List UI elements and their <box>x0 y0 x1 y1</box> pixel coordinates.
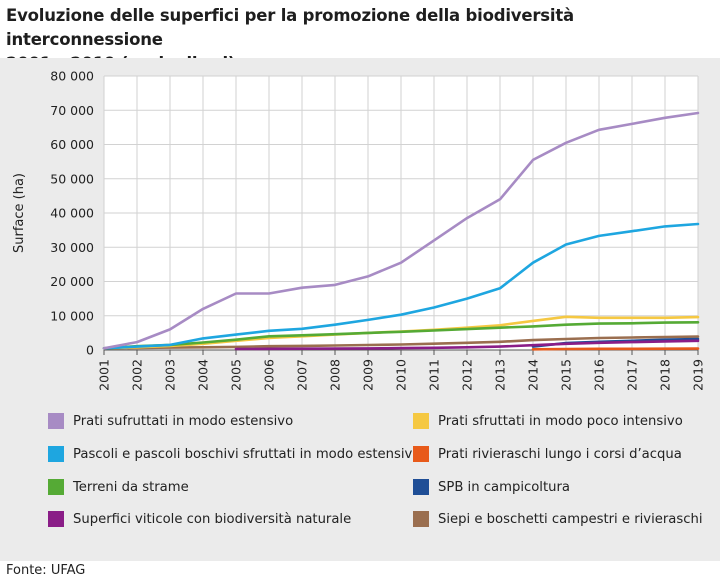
y-tick-label: 70 000 <box>50 103 94 118</box>
x-tick-label: 2005 <box>229 359 244 391</box>
x-tick-label: 2018 <box>658 359 673 391</box>
x-tick-label: 2017 <box>625 359 640 391</box>
x-tick-label: 2010 <box>394 359 409 391</box>
x-tick-label: 2001 <box>97 359 112 391</box>
legend-label: Prati rivieraschi lungo i corsi d’acqua <box>438 446 682 462</box>
legend-swatch <box>413 446 429 462</box>
legend: Prati sufruttati in modo estensivo Pasco… <box>0 58 720 561</box>
legend-item-prati-rivieraschi: Prati rivieraschi lungo i corsi d’acqua <box>413 446 682 462</box>
y-axis-label: Surface (ha) <box>12 173 27 253</box>
legend-label: Pascoli e pascoli boschivi sfruttati in … <box>73 446 421 462</box>
y-tick-label: 20 000 <box>50 274 94 289</box>
y-tick-label: 80 000 <box>50 69 94 84</box>
legend-item-prati-poco-intensivo: Prati sfruttati in modo poco intensivo <box>413 413 683 429</box>
legend-swatch <box>48 446 64 462</box>
x-tick-label: 2015 <box>559 359 574 391</box>
y-tick-label: 0 <box>86 343 94 358</box>
series-line <box>234 339 700 351</box>
x-tick-label: 2011 <box>427 359 442 391</box>
y-tick-label: 10 000 <box>50 308 94 323</box>
legend-swatch <box>413 479 429 495</box>
chart-title-line-1: Evoluzione delle superfici per la promoz… <box>6 6 574 49</box>
source-note: Fonte: UFAG <box>6 563 86 578</box>
y-tick-label: 40 000 <box>50 206 94 221</box>
legend-swatch <box>48 479 64 495</box>
legend-label: SPB in campicoltura <box>438 479 571 495</box>
y-tick-label: 50 000 <box>50 171 94 186</box>
legend-item-spb-campicoltura: SPB in campicoltura <box>413 479 570 495</box>
x-tick-label: 2008 <box>328 359 343 391</box>
x-tick-label: 2007 <box>295 359 310 391</box>
x-tick-label: 2012 <box>460 359 475 391</box>
series-line <box>531 347 700 351</box>
x-tick-label: 2006 <box>262 359 277 391</box>
x-tick-label: 2019 <box>691 359 706 391</box>
series-line <box>102 222 700 350</box>
chart-panel: 0 10 000 20 000 30 000 40 000 50 000 60 000 70 … <box>0 58 720 561</box>
legend-label: Prati sfruttati in modo poco intensivo <box>438 413 683 429</box>
x-tick-label: 2014 <box>526 359 541 391</box>
legend-item-pascoli: Pascoli e pascoli boschivi sfruttati in … <box>48 446 420 462</box>
legend-item-prati-estensivo: Prati sufruttati in modo estensivo <box>48 413 293 429</box>
legend-label: Terreni da strame <box>73 479 189 495</box>
legend-swatch <box>48 413 64 429</box>
legend-item-superfici-viticole: Superfici viticole con biodiversità natu… <box>48 511 351 527</box>
legend-label: Prati sufruttati in modo estensivo <box>73 413 294 429</box>
legend-swatch <box>413 413 429 429</box>
x-tick-label: 2009 <box>361 359 376 391</box>
series-line <box>102 111 700 350</box>
series-line <box>102 335 700 350</box>
y-tick-label: 60 000 <box>50 137 94 152</box>
legend-label: Superfici viticole con biodiversità natu… <box>73 511 352 527</box>
x-tick-label: 2004 <box>196 359 211 391</box>
x-tick-label: 2003 <box>163 359 178 391</box>
x-tick-label: 2016 <box>592 359 607 391</box>
legend-swatch <box>413 511 429 527</box>
series-line <box>102 321 700 350</box>
legend-item-terreni-strame: Terreni da strame <box>48 479 189 495</box>
x-tick-label: 2002 <box>130 359 145 391</box>
legend-swatch <box>48 511 64 527</box>
y-tick-label: 30 000 <box>50 240 94 255</box>
line-chart: 0 10 000 20 000 30 000 40 000 50 000 60 000 70 … <box>12 69 706 391</box>
legend-item-siepi-boschetti: Siepi e boschetti campestri e rivierasch… <box>413 511 703 527</box>
legend-label: Siepi e boschetti campestri e rivierasch… <box>438 511 703 527</box>
x-tick-label: 2013 <box>493 359 508 391</box>
